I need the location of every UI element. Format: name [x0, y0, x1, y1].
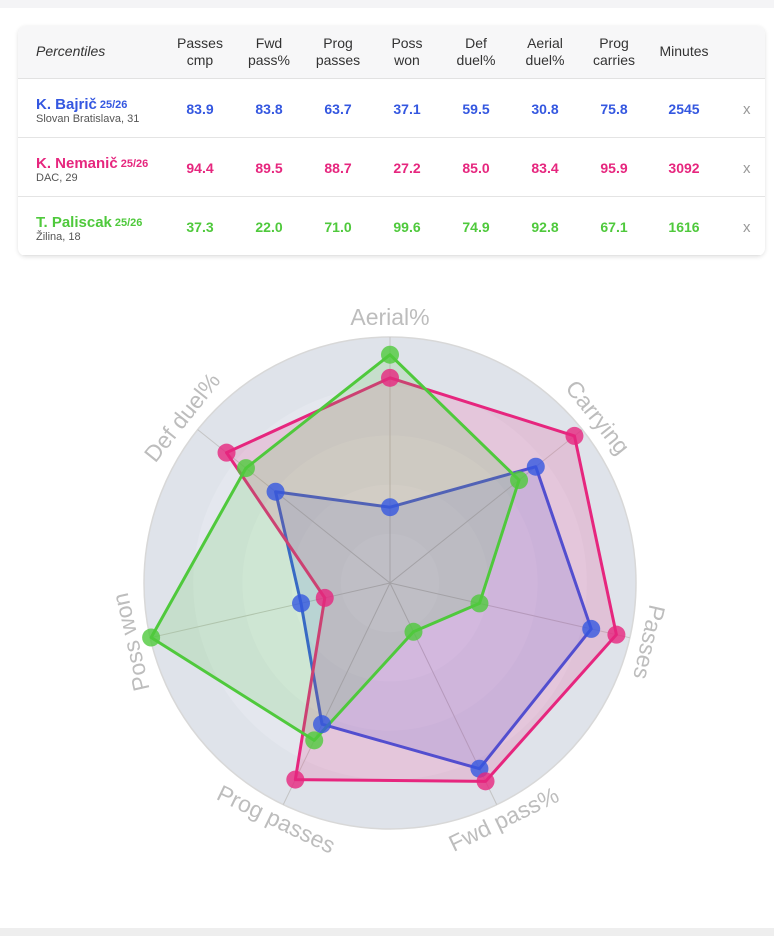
cell-value: 59.5 [462, 101, 490, 117]
page: Aerial% Carrying Passes Fwd pass% Prog passe… [0, 8, 774, 936]
series-point [470, 594, 489, 613]
remove-button[interactable]: x [743, 101, 751, 118]
player-info: Slovan Bratislava, 31 [36, 113, 140, 125]
cell-value: 3092 [668, 160, 700, 176]
player-info: Žilina, 18 [36, 231, 81, 243]
series-point [565, 426, 584, 445]
header-title: Percentiles [36, 43, 106, 59]
cell-value: 67.1 [600, 219, 628, 235]
spoke [389, 429, 583, 584]
remove-button[interactable]: x [743, 219, 751, 236]
cell-value: 74.9 [462, 219, 490, 235]
cell-value: 89.5 [255, 160, 283, 176]
series-point [305, 731, 324, 750]
header-line: Def [465, 35, 487, 51]
column-header: Aerial duel% [510, 35, 580, 69]
header-line: duel% [456, 52, 496, 68]
header-line: cmp [186, 52, 214, 68]
cell-value: 94.4 [186, 160, 214, 176]
column-header: Passes cmp [165, 35, 235, 69]
cell-value: 2545 [668, 101, 700, 117]
player-row: T. Paliscak 25/26 Žilina, 18 37.3 22.0 71.0 99… [18, 197, 765, 256]
column-header: Def duel% [441, 35, 511, 69]
cell-value: 92.8 [531, 219, 559, 235]
spoke [150, 582, 391, 639]
header-line: Prog [599, 35, 629, 51]
header-line: Poss [391, 35, 423, 51]
header-line: Prog [323, 35, 353, 51]
cell-value: 83.8 [255, 101, 283, 117]
name: K. Nemanič [36, 155, 118, 172]
cell-value: 37.3 [186, 219, 214, 235]
column-header: Poss won [372, 35, 442, 69]
cell-value: 85.0 [462, 160, 490, 176]
series-point [236, 459, 255, 478]
series-area [274, 465, 593, 771]
column-header: Fwd pass% [234, 35, 304, 69]
player-row: K. Nemanič 25/26 DAC, 29 94.4 89.5 88.7 27.2 85… [18, 138, 765, 197]
series-point [266, 482, 285, 501]
footer-band [0, 928, 774, 936]
cell-value: 27.2 [393, 160, 421, 176]
cell-value: 30.8 [531, 101, 559, 117]
cell-value: 63.7 [324, 101, 352, 117]
season: 25/26 [99, 99, 128, 111]
player-info: DAC, 29 [36, 172, 78, 184]
column-header: Minutes [649, 43, 719, 60]
header-line: carries [592, 52, 635, 68]
header-line: Minutes [659, 43, 709, 59]
player-row: K. Bajrič 25/26 Slovan Bratislava, 31 83.9 8… [18, 79, 765, 138]
series-point [607, 625, 626, 644]
header-line: passes [315, 52, 361, 68]
header-line: pass% [247, 52, 291, 68]
player-name: K. Nemanič 25/26 [36, 155, 148, 172]
comparison-table: Percentiles Passes cmp Fwd pass% Prog passes P… [18, 26, 765, 256]
series-point [381, 498, 399, 517]
cell-value: 99.6 [393, 219, 421, 235]
season: 25/26 [120, 158, 149, 170]
cell-value: 75.8 [600, 101, 628, 117]
axis-label: Aerial% [350, 304, 429, 330]
series-point [292, 594, 311, 613]
header-line: Aerial [527, 35, 563, 51]
header-line: duel% [525, 52, 565, 68]
series-point [315, 588, 334, 607]
cell-value: 88.7 [324, 160, 352, 176]
series-point [381, 345, 399, 364]
name: K. Bajrič [36, 96, 97, 113]
cell-value: 95.9 [600, 160, 628, 176]
player-name: T. Paliscak 25/26 [36, 214, 142, 231]
cell-value: 37.1 [393, 101, 421, 117]
cell-value: 1616 [668, 219, 700, 235]
series-point [381, 368, 399, 387]
series-point [286, 770, 305, 789]
season: 25/26 [114, 217, 143, 229]
series-point [404, 622, 423, 641]
series-point [217, 443, 236, 462]
column-header: Prog passes [303, 35, 373, 69]
player-name: K. Bajrič 25/26 [36, 96, 127, 113]
spoke [282, 582, 391, 805]
cell-value: 83.9 [186, 101, 214, 117]
name: T. Paliscak [36, 214, 112, 231]
header-line: Fwd [255, 35, 283, 51]
remove-button[interactable]: x [743, 160, 751, 177]
table-header: Percentiles Passes cmp Fwd pass% Prog passes P… [18, 26, 765, 79]
series-point [582, 619, 601, 638]
series-point [510, 471, 529, 490]
header-line: Passes [177, 35, 223, 51]
series-area [149, 353, 521, 742]
header-line: won [394, 52, 420, 68]
series-point [476, 772, 495, 791]
series-point [313, 715, 332, 734]
cell-value: 71.0 [324, 219, 352, 235]
cell-value: 22.0 [255, 219, 283, 235]
series-point [142, 628, 161, 647]
cell-value: 83.4 [531, 160, 559, 176]
series-point [526, 457, 545, 476]
column-header: Prog carries [579, 35, 649, 69]
